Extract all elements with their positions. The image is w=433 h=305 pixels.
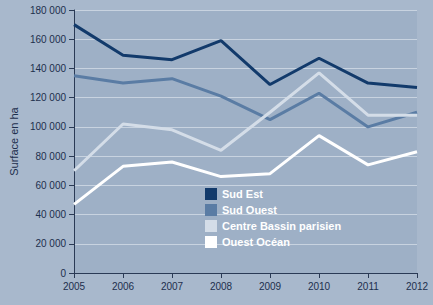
svg-text:Centre Bassin parisien: Centre Bassin parisien <box>222 220 341 232</box>
svg-text:2008: 2008 <box>210 281 233 292</box>
svg-text:60 000: 60 000 <box>35 180 66 191</box>
svg-text:40 000: 40 000 <box>35 209 66 220</box>
svg-text:Ouest Océan: Ouest Océan <box>222 236 290 248</box>
svg-text:80 000: 80 000 <box>35 151 66 162</box>
svg-text:Sud Est: Sud Est <box>222 188 263 200</box>
svg-text:Sud Ouest: Sud Ouest <box>222 204 277 216</box>
svg-text:0: 0 <box>60 268 66 279</box>
svg-text:180 000: 180 000 <box>30 5 67 16</box>
svg-text:20 000: 20 000 <box>35 238 66 249</box>
svg-text:2011: 2011 <box>357 281 379 292</box>
svg-text:2010: 2010 <box>308 281 331 292</box>
svg-text:Surface en ha: Surface en ha <box>8 106 20 175</box>
svg-text:2009: 2009 <box>259 281 282 292</box>
svg-text:2006: 2006 <box>112 281 135 292</box>
svg-text:2012: 2012 <box>406 281 429 292</box>
svg-text:2005: 2005 <box>63 281 86 292</box>
svg-text:160 000: 160 000 <box>30 34 67 45</box>
svg-text:120 000: 120 000 <box>30 92 67 103</box>
svg-text:140 000: 140 000 <box>30 63 67 74</box>
svg-text:2007: 2007 <box>161 281 184 292</box>
svg-text:100 000: 100 000 <box>30 121 67 132</box>
